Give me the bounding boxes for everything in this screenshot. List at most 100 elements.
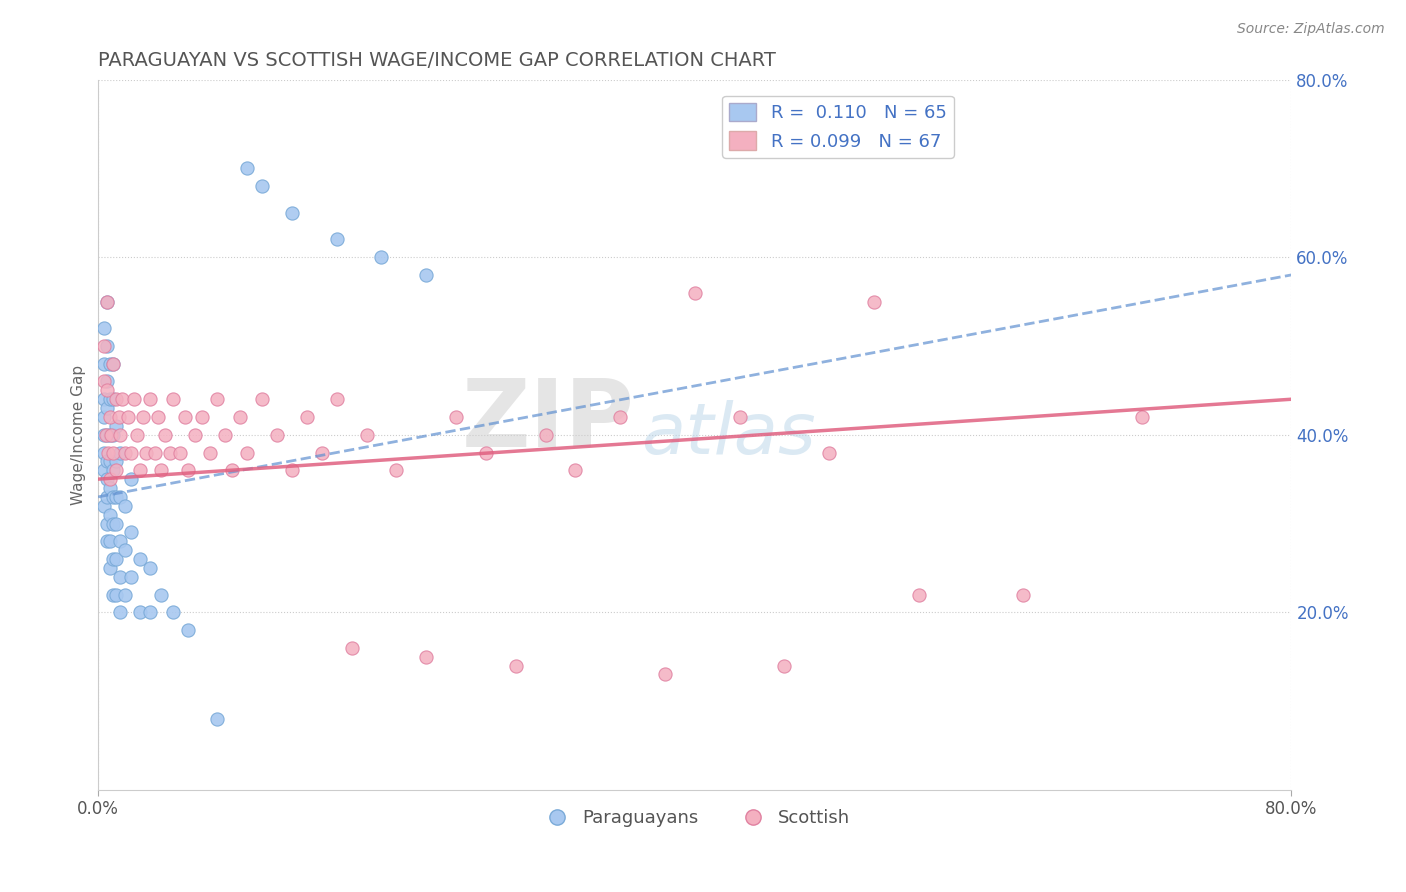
Point (143, 445, 166, 459)
Point (117, 409, 139, 424)
Point (114, 588, 136, 602)
Point (153, 427, 176, 442)
Point (104, 490, 127, 504)
Point (101, 427, 124, 442)
Point (281, 463, 304, 477)
Point (162, 392, 184, 407)
Point (370, 250, 392, 264)
Point (325, 232, 347, 246)
Point (135, 445, 157, 459)
Point (295, 409, 318, 424)
Point (110, 490, 132, 504)
Point (110, 605, 132, 619)
Point (93, 375, 115, 389)
Point (654, 667, 676, 681)
Point (862, 294, 884, 309)
Y-axis label: Wage/Income Gap: Wage/Income Gap (72, 365, 86, 505)
Point (101, 445, 124, 459)
Point (132, 409, 155, 424)
Point (93, 357, 115, 371)
Text: PARAGUAYAN VS SCOTTISH WAGE/INCOME GAP CORRELATION CHART: PARAGUAYAN VS SCOTTISH WAGE/INCOME GAP C… (98, 51, 776, 70)
Point (101, 588, 124, 602)
Point (93, 409, 115, 424)
Point (96, 427, 118, 442)
Point (198, 445, 221, 459)
Point (93, 392, 115, 407)
Point (98, 427, 121, 442)
Point (93, 339, 115, 353)
Point (128, 463, 150, 477)
Point (207, 392, 229, 407)
Point (122, 392, 145, 407)
Point (98, 561, 121, 575)
Point (281, 206, 304, 220)
Point (236, 161, 259, 176)
Point (415, 649, 437, 664)
Point (96, 401, 118, 416)
Point (773, 658, 796, 673)
Point (356, 427, 378, 442)
Point (110, 570, 132, 584)
Point (162, 605, 184, 619)
Point (149, 588, 172, 602)
Point (93, 321, 115, 335)
Point (93, 445, 115, 459)
Point (96, 490, 118, 504)
Point (101, 490, 124, 504)
Point (104, 454, 127, 468)
Point (104, 463, 127, 477)
Point (128, 605, 150, 619)
Point (93, 499, 115, 513)
Point (169, 445, 191, 459)
Point (104, 588, 127, 602)
Point (128, 552, 150, 566)
Point (120, 570, 142, 584)
Point (191, 409, 214, 424)
Text: atlas: atlas (641, 401, 815, 469)
Point (101, 516, 124, 531)
Point (1012, 588, 1035, 602)
Point (415, 268, 437, 282)
Point (907, 588, 929, 602)
Point (98, 508, 121, 522)
Point (96, 472, 118, 486)
Point (184, 427, 207, 442)
Point (101, 357, 124, 371)
Point (159, 445, 181, 459)
Point (120, 445, 142, 459)
Point (173, 409, 195, 424)
Point (96, 294, 118, 309)
Point (114, 543, 136, 558)
Point (564, 463, 586, 477)
Point (98, 392, 121, 407)
Point (534, 427, 557, 442)
Point (98, 534, 121, 549)
Point (108, 409, 131, 424)
Point (229, 409, 252, 424)
Point (1130, 409, 1153, 424)
Point (110, 427, 132, 442)
Point (444, 409, 467, 424)
Point (207, 712, 229, 726)
Point (104, 418, 127, 433)
Point (250, 179, 273, 194)
Point (340, 640, 363, 655)
Point (114, 499, 136, 513)
Point (94, 427, 117, 442)
Legend: Paraguayans, Scottish: Paraguayans, Scottish (531, 802, 858, 834)
Point (93, 463, 115, 477)
Point (100, 427, 122, 442)
Point (139, 605, 162, 619)
Point (101, 463, 124, 477)
Point (683, 285, 706, 300)
Point (98, 472, 121, 486)
Point (505, 658, 527, 673)
Point (110, 534, 132, 549)
Point (214, 427, 236, 442)
Text: Source: ZipAtlas.com: Source: ZipAtlas.com (1237, 22, 1385, 37)
Point (110, 445, 132, 459)
Point (266, 427, 288, 442)
Point (139, 561, 162, 575)
Point (98, 454, 121, 468)
Point (325, 392, 347, 407)
